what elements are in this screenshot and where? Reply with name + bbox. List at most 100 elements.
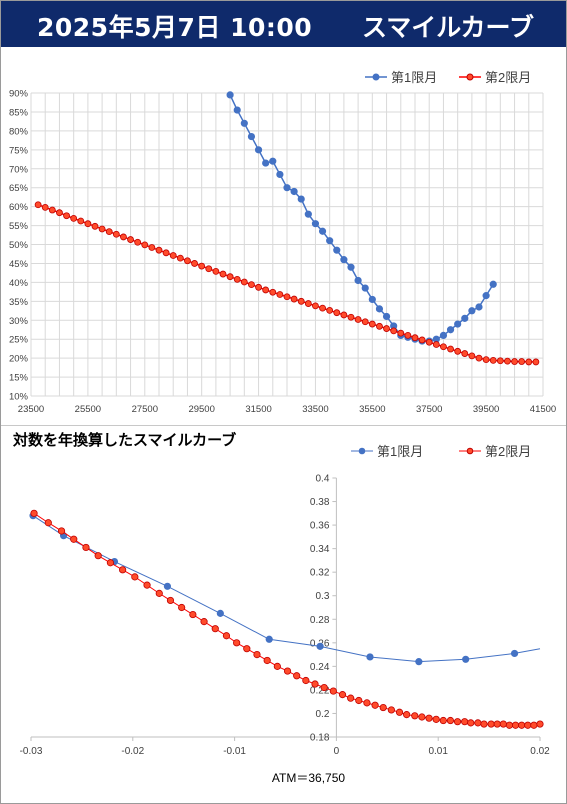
data-point-series-2 bbox=[112, 230, 120, 238]
data-point-series-2 bbox=[148, 244, 156, 251]
divider bbox=[1, 425, 566, 426]
data-point2-series-2 bbox=[446, 716, 455, 725]
data-point2-series-2 bbox=[425, 714, 433, 722]
legend-label-2: 第2限月 bbox=[485, 70, 531, 85]
data-point-series-2 bbox=[511, 358, 518, 365]
data-point2-series-2 bbox=[189, 610, 197, 619]
data-point-series-1 bbox=[233, 106, 241, 114]
data-point-series-2 bbox=[120, 233, 127, 241]
x-tick-label: 0.01 bbox=[428, 746, 448, 757]
y-tick-label: 0.2 bbox=[315, 709, 329, 720]
data-point2-series-2 bbox=[30, 509, 38, 517]
data-point-series-2 bbox=[319, 304, 326, 312]
data-point-series-2 bbox=[290, 295, 298, 303]
data-point-series-2 bbox=[461, 350, 469, 357]
data-point-series-2 bbox=[447, 345, 454, 353]
data-point-series-2 bbox=[63, 212, 70, 220]
y-tick-label: 0.3 bbox=[315, 591, 329, 602]
data-point-series-2 bbox=[233, 275, 241, 283]
x-tick-label: 33500 bbox=[302, 404, 328, 415]
data-point-series-1 bbox=[375, 305, 384, 313]
data-point-series-2 bbox=[504, 357, 511, 365]
legend2-label-2: 第2限月 bbox=[485, 444, 531, 459]
data-point-series-2 bbox=[390, 327, 398, 335]
data-point-series-2 bbox=[219, 270, 227, 278]
data-point-series-1 bbox=[297, 195, 305, 203]
data-point2-series-2 bbox=[338, 691, 347, 699]
data-point-series-1 bbox=[333, 246, 341, 254]
data-point-series-2 bbox=[191, 260, 198, 267]
data-point2-series-2 bbox=[395, 708, 404, 716]
data-point-series-2 bbox=[482, 356, 490, 364]
data-point2-series-2 bbox=[253, 650, 261, 659]
x-tick-label: 35500 bbox=[359, 404, 385, 415]
data-point-series-2 bbox=[276, 291, 284, 298]
data-point-series-2 bbox=[91, 222, 99, 230]
data-point-series-1 bbox=[311, 220, 320, 228]
data-point-series-1 bbox=[240, 119, 248, 127]
data-point-series-2 bbox=[304, 300, 312, 307]
y-tick-label: 0.34 bbox=[310, 544, 330, 555]
data-point2-series-2 bbox=[70, 535, 78, 543]
data-point-series-1 bbox=[290, 187, 298, 196]
y-tick-label: 0.4 bbox=[315, 474, 329, 485]
data-point-series-1 bbox=[468, 307, 476, 315]
data-point-series-2 bbox=[48, 206, 56, 214]
data-point-series-2 bbox=[532, 358, 540, 366]
data-point-series-2 bbox=[127, 236, 134, 243]
data-point-series-1 bbox=[276, 170, 284, 179]
data-point2-series-2 bbox=[387, 706, 395, 714]
data-point-series-2 bbox=[77, 217, 85, 225]
data-point-series-2 bbox=[155, 246, 163, 254]
y-tick-label: 75% bbox=[9, 145, 29, 156]
data-point2-series-2 bbox=[233, 639, 241, 647]
data-point-series-2 bbox=[162, 249, 170, 257]
x-tick-label: 0.02 bbox=[530, 746, 550, 757]
y-tick-label: 45% bbox=[9, 259, 29, 270]
data-point-series-2 bbox=[496, 357, 504, 365]
chart2-title: 対数を年換算したスマイルカーブ bbox=[13, 431, 237, 449]
data-point2-series-2 bbox=[283, 667, 292, 675]
data-point-series-2 bbox=[404, 331, 412, 339]
chart-log-smile-curve: -0.03 -0.02 -0.01 0 0.01 0.02 0.18 0.2 0.22 0.24 0… bbox=[20, 444, 551, 757]
header-bar: 2025年5月7日 10:00 スマイルカーブ bbox=[1, 1, 566, 47]
x-tick-label: -0.02 bbox=[121, 746, 144, 757]
data-point2-series-2 bbox=[432, 715, 440, 723]
data-point-series-2 bbox=[468, 352, 476, 360]
data-point2-series-2 bbox=[467, 719, 475, 727]
data-point2-series-1 bbox=[415, 658, 423, 666]
data-point2-series-2 bbox=[480, 720, 488, 728]
legend-marker-1 bbox=[372, 73, 380, 81]
data-point-series-2 bbox=[248, 281, 255, 289]
data-point-series-2 bbox=[105, 228, 113, 236]
data-point-series-2 bbox=[368, 320, 376, 328]
data-point2-series-2 bbox=[94, 552, 102, 560]
data-point-series-2 bbox=[489, 356, 497, 364]
data-point-series-1 bbox=[368, 295, 376, 304]
data-point-series-2 bbox=[240, 278, 248, 286]
y-tick-label: 0.18 bbox=[310, 733, 330, 744]
data-point-series-2 bbox=[432, 341, 440, 348]
data-point-series-2 bbox=[34, 201, 42, 209]
data-point2-series-2 bbox=[131, 573, 139, 581]
y-tick-label: 40% bbox=[9, 278, 29, 289]
data-point-series-1 bbox=[354, 276, 362, 285]
data-point-series-1 bbox=[326, 237, 334, 245]
x-tick-label: 29500 bbox=[188, 404, 214, 415]
data-point2-series-2 bbox=[418, 713, 426, 721]
x-tick-label: 41500 bbox=[530, 404, 556, 415]
data-point-series-2 bbox=[176, 254, 184, 262]
data-point-series-2 bbox=[198, 262, 206, 270]
data-point-series-1 bbox=[446, 326, 455, 334]
data-point-series-2 bbox=[255, 283, 262, 291]
header-title: スマイルカーブ bbox=[361, 13, 534, 42]
data-point-series-1 bbox=[361, 284, 369, 292]
data-point2-series-1 bbox=[216, 609, 224, 617]
data-point-series-1 bbox=[269, 157, 277, 165]
data-point2-series-2 bbox=[518, 721, 526, 729]
data-point-series-2 bbox=[70, 214, 78, 222]
data-point2-series-2 bbox=[82, 543, 90, 552]
legend2-marker-2 bbox=[466, 447, 474, 455]
data-point2-series-1 bbox=[316, 642, 324, 650]
